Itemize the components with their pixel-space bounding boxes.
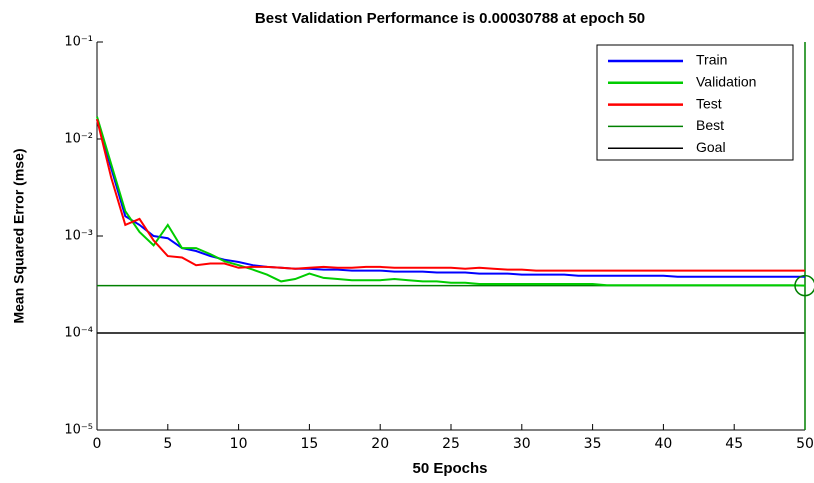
x-tick-label: 50 — [796, 436, 814, 452]
chart-title: Best Validation Performance is 0.0003078… — [255, 10, 645, 27]
legend-label: Goal — [696, 139, 726, 155]
legend-label: Test — [696, 95, 722, 111]
x-axis-label: 50 Epochs — [412, 460, 487, 477]
x-tick-label: 40 — [654, 436, 672, 452]
x-tick-label: 45 — [725, 436, 743, 452]
x-tick-label: 5 — [163, 436, 172, 452]
y-tick-label: 10⁻¹ — [64, 35, 93, 50]
series-line — [96, 118, 805, 272]
y-tick-label: 10⁻⁴ — [64, 326, 93, 341]
x-tick-label: 35 — [584, 436, 602, 452]
x-tick-label: 15 — [300, 436, 318, 452]
x-tick-label: 25 — [442, 436, 460, 452]
y-tick-label: 10⁻⁵ — [64, 423, 93, 438]
legend-label: Validation — [696, 74, 756, 90]
y-tick-label: 10⁻³ — [64, 229, 93, 244]
best-marker — [794, 274, 814, 297]
y-tick-label: 10⁻² — [64, 132, 93, 147]
x-tick-label: 10 — [230, 436, 248, 452]
x-tick-label: 30 — [513, 436, 531, 452]
series-line — [96, 116, 806, 287]
y-axis-label: Mean Squared Error (mse) — [11, 148, 27, 323]
x-tick-label: 20 — [371, 436, 389, 452]
legend-label: Best — [696, 117, 724, 133]
x-tick-label: 0 — [93, 436, 102, 452]
legend-label: Train — [696, 52, 727, 68]
legend-box — [596, 44, 794, 161]
